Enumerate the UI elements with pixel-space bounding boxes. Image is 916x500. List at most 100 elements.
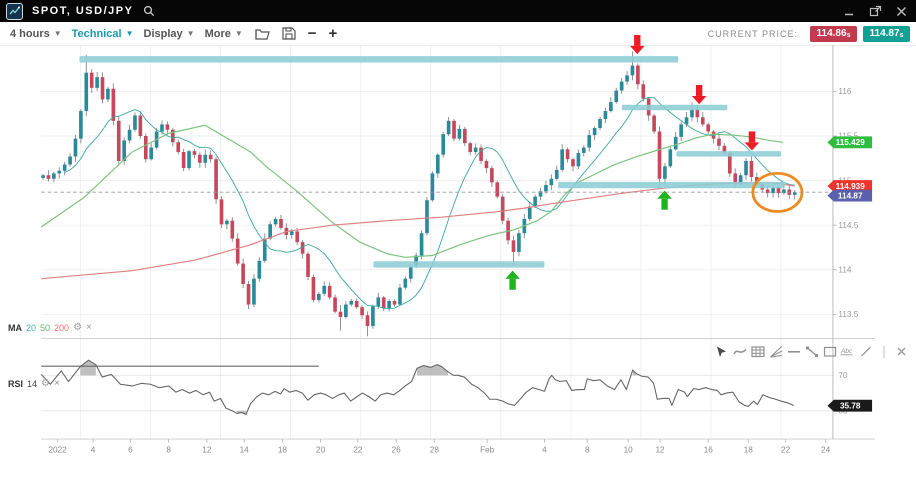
candle-body [333,297,337,312]
svg-text:115.429: 115.429 [836,138,866,147]
display-dropdown[interactable]: Display ▼ [144,28,195,40]
candle-body [181,152,186,169]
text-tool-icon[interactable]: Abc [840,344,855,359]
candle-body [241,263,245,285]
trend-segment-tool-icon[interactable] [804,344,819,359]
up-arrow-stem [661,198,668,210]
candle-body [360,307,364,316]
remove-indicator-icon[interactable]: × [54,378,60,389]
price-chart[interactable]: 116115.5115114.5114113.57030115.429114.9… [0,34,916,500]
candle-body [560,149,564,170]
price-tick-label: 116 [838,87,851,96]
gear-icon[interactable]: ⚙ [41,378,50,389]
rectangle-tool-icon[interactable] [822,344,837,359]
zoom-out-button[interactable]: − [307,24,317,42]
more-dropdown[interactable]: More ▼ [205,28,243,40]
search-icon[interactable] [143,5,155,17]
candle-body [636,65,640,85]
sell-price-button[interactable]: 114.86 s [810,25,857,42]
candle-body [473,147,478,153]
candle-body [652,115,656,132]
candle-body [576,152,581,167]
candle-body [133,115,137,130]
display-label: Display [143,27,183,40]
timeframe-label: 4 hours [10,27,50,40]
candle-body [203,154,208,163]
candle-body [684,117,689,125]
candle-body [711,131,716,139]
candle-body [544,185,548,192]
candle-body [300,242,305,254]
candle-body [776,187,781,194]
buy-price-button[interactable]: 114.87 s [863,25,910,42]
time-tick-label: 6 [128,446,133,455]
chevron-down-icon: ▼ [186,29,195,38]
gear-icon[interactable]: ⚙ [73,322,83,333]
buy-price-value: 114.87 [869,28,900,39]
fan-lines-tool-icon[interactable] [768,344,783,359]
time-tick-label: 10 [624,446,634,455]
candle-body [565,149,570,160]
down-arrow [691,95,707,105]
price-badge: 114.87 [827,189,873,202]
candle-body [603,111,608,120]
candle-body [695,109,700,118]
current-price-label: CURRENT PRICE: [707,28,798,39]
candle-body [700,117,705,125]
candle-body [538,191,543,197]
freehand-curve-tool-icon[interactable] [732,344,747,359]
down-arrow-stem [634,34,641,46]
candle-body [706,124,710,132]
time-tick-label: 26 [392,446,402,455]
sr-zone [373,261,545,268]
sell-price-value: 114.86 [816,28,847,39]
horizontal-line-tool-icon[interactable] [786,344,801,359]
time-tick-label: 22 [353,446,363,455]
candle-body [338,311,343,318]
down-arrow [629,45,645,55]
diagonal-line-tool-icon[interactable] [858,344,873,359]
save-icon[interactable] [282,27,296,40]
candle-body [484,160,489,169]
rsi-period: 14 [27,378,38,389]
sr-zone [621,104,728,111]
candle-body [262,238,267,261]
chart-type-dropdown[interactable]: Technical ▼ [72,28,134,40]
candle-body [419,233,424,256]
timeframe-dropdown[interactable]: 4 hours ▼ [10,28,62,40]
candle-body [84,72,89,112]
candles [41,51,797,337]
candle-body [722,145,727,153]
candle-body [673,136,678,150]
popout-icon[interactable] [864,3,886,19]
svg-text:Abc: Abc [840,348,853,355]
grid-tool-icon[interactable] [750,344,765,359]
svg-text:114.87: 114.87 [838,191,863,200]
remove-indicator-icon[interactable]: × [86,322,92,333]
candle-body [143,136,148,160]
close-toolbar-icon[interactable] [894,344,909,359]
candle-body [252,278,256,305]
candle-body [311,276,316,301]
candle-body [214,159,218,200]
candle-body [268,224,272,239]
candle-body [230,220,235,239]
candle-body [571,159,575,167]
time-axis[interactable]: 2022 4 6 8 12 14 18 20 22 26 28 Feb 4 8 10 12 16 18 22 24 [48,439,831,455]
candle-body [46,175,51,179]
open-folder-icon[interactable] [255,27,270,40]
candle-body [106,88,110,100]
ma-legend: MA 20 50 200 ⚙ × [8,322,92,333]
candle-body [225,220,229,225]
svg-text:35.78: 35.78 [840,401,861,410]
close-icon[interactable] [890,3,912,19]
candle-body [160,124,164,132]
zoom-in-button[interactable]: + [328,24,338,42]
candle-body [441,134,446,155]
minimize-icon[interactable] [838,3,860,19]
pointer-tool-icon[interactable] [714,344,729,359]
window-title: SPOT, USD/JPY [32,5,134,17]
candle-body [457,128,462,139]
candle-body [554,169,559,179]
